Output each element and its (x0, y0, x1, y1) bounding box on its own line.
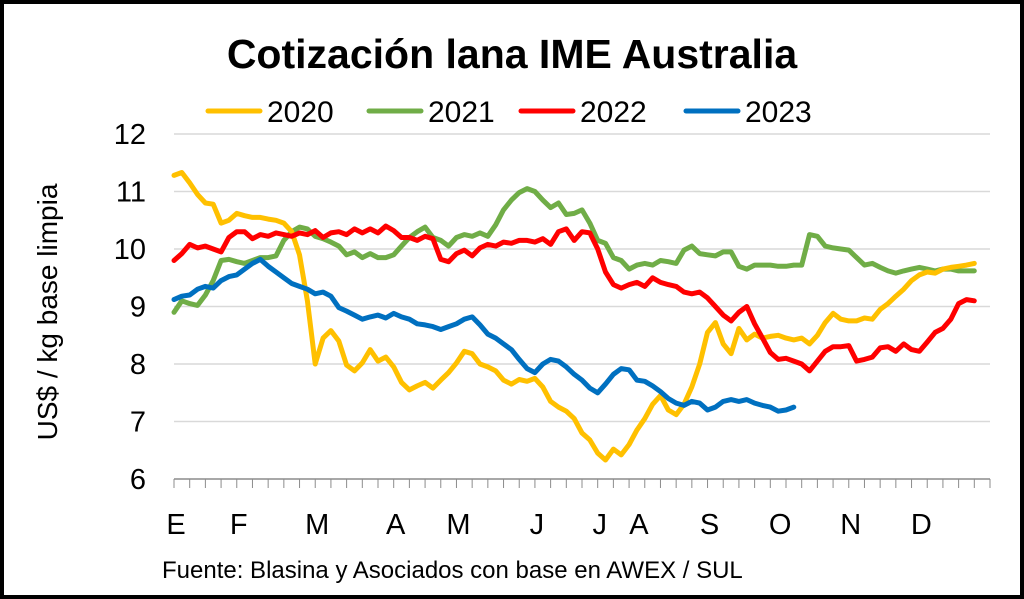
x-tick-label: J (592, 509, 607, 541)
gridlines (174, 133, 990, 423)
series-line-2020 (171, 170, 977, 463)
y-axis-ticks: 6 7 8 9 10 11 12 (114, 119, 146, 496)
y-tick-label: 8 (130, 349, 146, 381)
x-tick-label: J (530, 509, 545, 541)
source-note: Fuente: Blasina y Asociados con base en … (162, 557, 743, 584)
x-tick-label: E (166, 509, 185, 541)
legend-label-2020: 2020 (267, 96, 334, 129)
series-line-2022 (171, 223, 977, 374)
x-tick-label: M (446, 509, 470, 541)
y-axis-label: US$ / kg base limpia (32, 183, 63, 440)
x-tick-label: M (305, 509, 329, 541)
y-tick-label: 10 (114, 234, 146, 266)
x-tick-label: N (840, 509, 861, 541)
series-line-2023 (171, 256, 797, 414)
legend-label-2022: 2022 (580, 96, 647, 129)
legend: 2020 2021 2022 2023 (205, 96, 812, 129)
x-tick-label: S (700, 509, 719, 541)
series-line-2021 (171, 186, 977, 315)
x-tick-label: F (230, 509, 248, 541)
x-tick-label: O (769, 509, 792, 541)
x-tick-label: A (629, 509, 649, 541)
y-tick-label: 11 (116, 177, 146, 209)
chart-title: Cotización lana IME Australia (227, 31, 799, 77)
x-tick-label: A (386, 509, 406, 541)
y-tick-label: 12 (114, 119, 146, 151)
plot-area (171, 170, 977, 463)
legend-label-2023: 2023 (745, 96, 812, 129)
y-tick-label: 9 (130, 292, 146, 324)
legend-label-2021: 2021 (428, 96, 495, 129)
x-tick-label: D (911, 509, 932, 541)
y-tick-label: 6 (130, 464, 146, 496)
y-tick-label: 7 (130, 407, 146, 439)
